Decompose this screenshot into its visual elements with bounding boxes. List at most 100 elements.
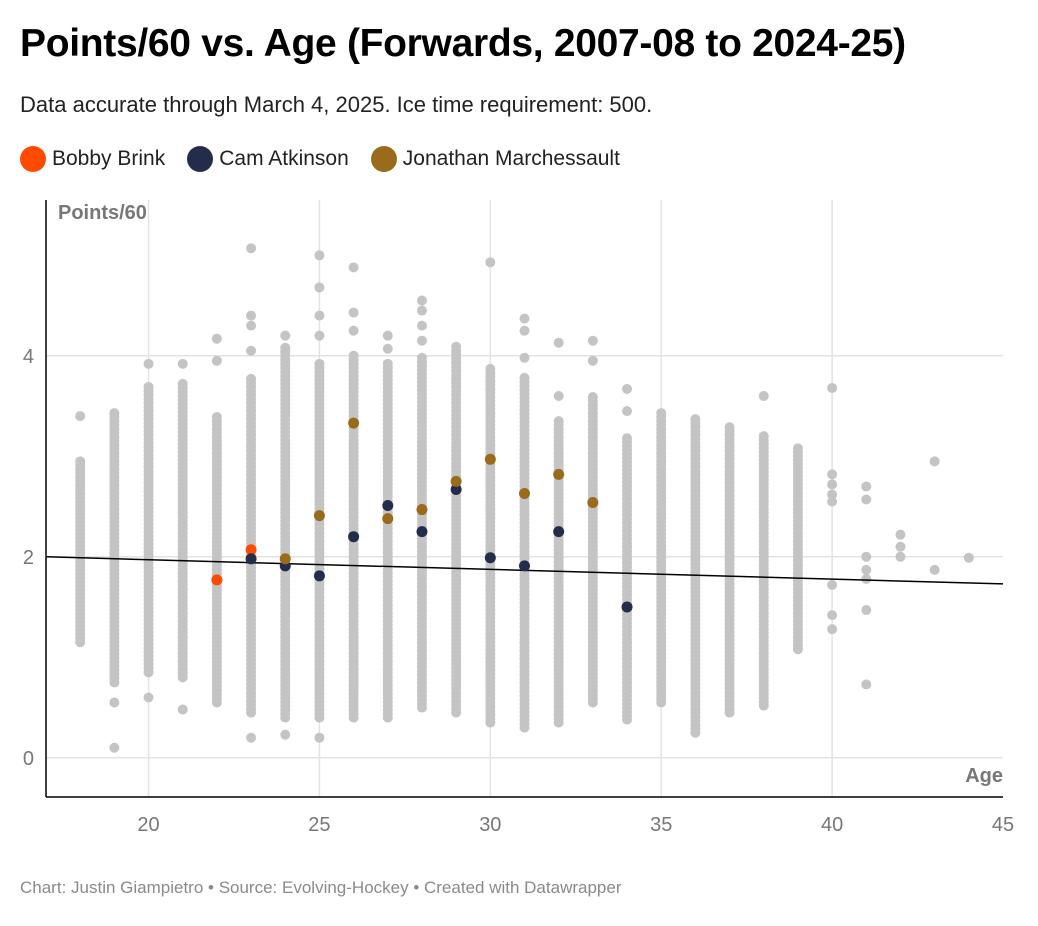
- background-point: [382, 330, 393, 341]
- background-point: [758, 431, 769, 442]
- highlight-point: [519, 560, 530, 572]
- background-point: [177, 358, 188, 369]
- background-point: [280, 729, 291, 740]
- background-point: [622, 433, 633, 444]
- highlight-point: [245, 553, 257, 565]
- highlight-point: [484, 453, 496, 465]
- background-point: [861, 564, 872, 575]
- background-point: [519, 313, 530, 324]
- background-point: [143, 692, 154, 703]
- background-point: [553, 390, 564, 401]
- background-point: [109, 697, 120, 708]
- background-point: [861, 605, 872, 616]
- highlight-point: [348, 417, 360, 429]
- highlight-point: [245, 544, 257, 556]
- background-point: [416, 320, 427, 331]
- background-point: [246, 310, 257, 321]
- background-point: [827, 496, 838, 507]
- background-point: [314, 310, 325, 321]
- background-point: [485, 257, 496, 268]
- highlight-point: [416, 526, 428, 538]
- background-point: [109, 742, 120, 753]
- background-point: [348, 325, 359, 336]
- highlight-point: [382, 500, 394, 512]
- background-point: [246, 732, 257, 743]
- highlight-point: [484, 552, 496, 564]
- background-point: [861, 481, 872, 492]
- background-point: [177, 378, 188, 389]
- background-point: [143, 358, 154, 369]
- highlight-point: [621, 601, 633, 613]
- background-point: [280, 342, 291, 353]
- legend-swatch: [370, 146, 397, 172]
- y-tick-label: 0: [23, 748, 34, 770]
- background-point: [622, 406, 633, 417]
- background-point: [416, 305, 427, 316]
- background-point: [553, 416, 564, 427]
- background-point: [348, 262, 359, 273]
- background-point: [246, 373, 257, 384]
- highlight-point: [211, 574, 223, 586]
- background-point: [827, 382, 838, 393]
- legend-item-jonathan-marchessault: Jonathan Marchessault: [370, 146, 620, 172]
- background-point: [314, 250, 325, 261]
- highlight-point: [313, 510, 325, 522]
- background-point: [416, 335, 427, 346]
- x-tick-label: 40: [821, 814, 843, 836]
- legend-label: Jonathan Marchessault: [402, 147, 620, 170]
- background-point: [861, 551, 872, 562]
- background-point: [109, 408, 120, 419]
- background-point: [314, 282, 325, 293]
- y-tick-label: 2: [23, 547, 34, 569]
- background-point: [622, 383, 633, 394]
- highlight-point: [416, 504, 428, 516]
- highlight-point: [450, 475, 462, 487]
- highlight-point: [553, 468, 565, 480]
- background-point: [827, 610, 838, 621]
- background-point: [314, 732, 325, 743]
- background-point: [656, 408, 667, 419]
- background-point: [861, 494, 872, 505]
- background-point: [724, 422, 735, 433]
- background-point: [519, 352, 530, 363]
- chart-title: Points/60 vs. Age (Forwards, 2007-08 to …: [20, 22, 906, 65]
- background-point: [963, 552, 974, 563]
- background-point: [314, 358, 325, 369]
- background-point: [895, 529, 906, 540]
- background-point: [519, 325, 530, 336]
- background-point: [451, 341, 462, 352]
- background-point: [792, 443, 803, 454]
- legend-swatch: [187, 146, 214, 172]
- legend-swatch: [20, 146, 46, 172]
- background-point: [587, 335, 598, 346]
- background-point: [827, 469, 838, 480]
- x-tick-label: 45: [992, 814, 1014, 836]
- background-point: [280, 330, 291, 341]
- x-tick-label: 25: [308, 814, 330, 836]
- background-point: [348, 307, 359, 318]
- background-point: [758, 390, 769, 401]
- y-tick-label: 4: [23, 346, 34, 368]
- background-point: [211, 412, 222, 423]
- background-point: [587, 355, 598, 366]
- legend: Bobby Brink Cam Atkinson Jonathan Marche…: [20, 146, 620, 172]
- background-point: [246, 345, 257, 356]
- highlight-point: [382, 513, 394, 525]
- background-point: [690, 414, 701, 425]
- highlight-point: [279, 553, 291, 565]
- background-point: [143, 381, 154, 392]
- highlight-point: [348, 531, 360, 543]
- highlight-point: [553, 526, 565, 538]
- background-point: [211, 333, 222, 344]
- background-point: [211, 355, 222, 366]
- background-point: [246, 243, 257, 254]
- x-tick-label: 20: [137, 814, 159, 836]
- x-tick-label: 35: [650, 814, 672, 836]
- background-point: [416, 295, 427, 306]
- background-point: [246, 320, 257, 331]
- background-point: [827, 479, 838, 490]
- background-point: [929, 564, 940, 575]
- legend-item-bobby-brink: Bobby Brink: [20, 146, 165, 172]
- chart-footer: Chart: Justin Giampietro • Source: Evolv…: [20, 878, 622, 897]
